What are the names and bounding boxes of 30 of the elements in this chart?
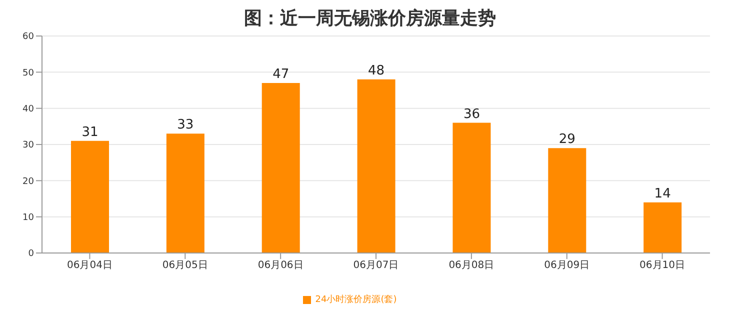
y-tick-label: 20: [22, 176, 34, 187]
data-label: 29: [558, 132, 576, 148]
legend-label: 24小时涨价房源(套): [315, 295, 397, 305]
bar: [452, 122, 491, 253]
y-tick-label: 30: [22, 140, 34, 151]
y-tick-label: 0: [28, 249, 34, 260]
bar: [644, 202, 682, 253]
x-tick-label: 06月05日: [162, 260, 208, 272]
y-tick-label: 10: [22, 213, 34, 224]
x-tick-label: 06月09日: [544, 260, 590, 272]
chart-title: 图：近一周无锡涨价房源量走势: [243, 7, 497, 31]
x-tick-label: 06月06日: [258, 260, 304, 272]
x-tick-label: 06月07日: [353, 260, 399, 272]
bar: [166, 134, 204, 253]
bar: [357, 79, 396, 253]
x-tick-label: 06月08日: [448, 260, 494, 272]
x-tick-label: 06月04日: [66, 260, 112, 272]
data-label: 14: [654, 186, 671, 202]
y-tick-label: 50: [22, 68, 34, 78]
y-tick-label: 40: [22, 104, 34, 115]
data-label: 48: [368, 63, 385, 78]
y-tick-label: 60: [22, 32, 34, 42]
bar: [262, 83, 300, 253]
bar: [548, 148, 586, 253]
data-label: 33: [177, 118, 194, 133]
data-label: 36: [463, 106, 480, 122]
data-label: 47: [272, 67, 290, 82]
bar: [71, 140, 109, 253]
x-tick-label: 06月10日: [640, 260, 686, 272]
data-label: 31: [82, 124, 98, 140]
